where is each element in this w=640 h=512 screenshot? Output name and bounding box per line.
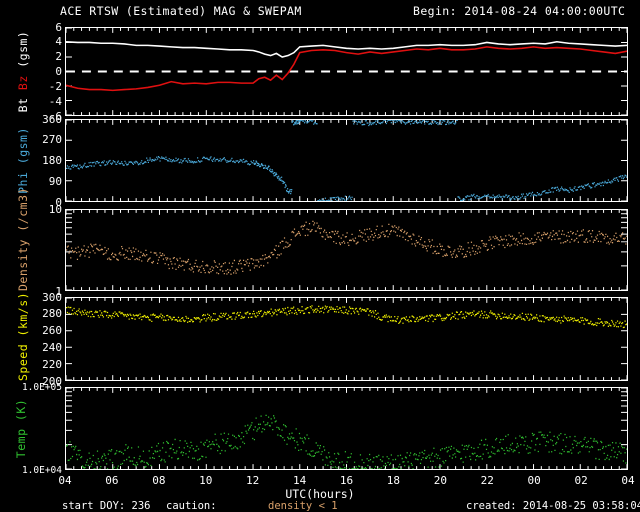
- y-tick-label: 1.0E+04: [21, 464, 62, 476]
- x-tick-label: 14: [292, 474, 307, 487]
- series-phi: [66, 120, 627, 201]
- panel-canvas-temp: [66, 388, 627, 469]
- y-axis-title-temp: Temp (K): [14, 387, 28, 470]
- panel-bt-bz: [65, 27, 628, 116]
- x-tick-label: 04: [58, 474, 72, 487]
- x-tick-label: 04: [621, 474, 635, 487]
- y-axis-tick-labels-density: 10 1: [0, 204, 62, 297]
- footer-caution-value: density < 1: [268, 500, 338, 512]
- x-tick-label: 02: [574, 474, 588, 487]
- y-axis-tick-labels-phi: 360 270 180 90 0: [0, 114, 62, 208]
- y-tick-label: 0: [55, 195, 62, 209]
- y-tick-label: 90: [48, 174, 62, 188]
- begin-timestamp: Begin: 2014-08-24 04:00:00UTC: [413, 4, 626, 18]
- plot-header: ACE RTSW (Estimated) MAG & SWEPAM Begin:…: [0, 4, 640, 20]
- axis-ticks: [66, 298, 627, 380]
- panel-density: [65, 209, 628, 291]
- y-tick-label: 260: [42, 324, 62, 338]
- y-tick-label: 270: [42, 133, 62, 147]
- footer-start-doy: start DOY: 236: [62, 500, 151, 512]
- x-tick-label: 12: [246, 474, 260, 487]
- series-temp: [66, 414, 627, 469]
- y-tick-label: 300: [42, 290, 62, 304]
- x-tick-label: 18: [386, 474, 401, 487]
- series-density: [66, 220, 627, 275]
- y-tick-label: 1: [55, 284, 62, 298]
- panel-canvas-density: [66, 210, 627, 290]
- axis-title-part: Temp (K): [14, 398, 28, 459]
- x-tick-label: 06: [105, 474, 119, 487]
- x-tick-label: 10: [199, 474, 213, 487]
- axis-ticks: [66, 210, 627, 290]
- panel-canvas-bt-bz: [66, 28, 627, 115]
- series-bt: [66, 40, 627, 58]
- y-tick-label: 280: [42, 307, 62, 321]
- x-axis-tick-labels: 04 06 08 10 12 14 16 18 20 22 00 02 04: [58, 474, 634, 488]
- axis-title-part: Density (/cm3): [16, 187, 30, 291]
- page-title: ACE RTSW (Estimated) MAG & SWEPAM: [60, 4, 302, 18]
- series-speed: [66, 305, 627, 329]
- axis-title-part: (gsm): [16, 30, 30, 68]
- x-tick-label: 16: [339, 474, 354, 487]
- y-tick-label: -6: [48, 109, 62, 123]
- y-tick-label: 2: [55, 50, 62, 64]
- y-tick-label: 0: [55, 65, 62, 78]
- y-tick-label: 10: [48, 202, 62, 216]
- y-tick-label: 220: [42, 357, 62, 371]
- axis-title-part: Phi (gsm): [16, 127, 30, 194]
- panel-speed: [65, 297, 628, 381]
- y-axis-title-speed: Speed (km/s): [16, 292, 30, 381]
- panel-temp: [65, 387, 628, 470]
- y-axis-title-bt-bz: Bt Bz (gsm): [16, 27, 30, 116]
- x-axis-title: UTC(hours): [285, 487, 355, 501]
- axis-ticks: [66, 28, 627, 115]
- axis-title-part: Speed (km/s): [16, 291, 30, 381]
- x-tick-label: 22: [480, 474, 494, 487]
- y-tick-label: 240: [42, 340, 62, 354]
- panel-phi: [65, 119, 628, 202]
- x-tick-label: 00: [527, 474, 541, 487]
- y-axis-tick-labels-speed: 300 280 260 240 220 200: [0, 292, 62, 387]
- panel-canvas-phi: [66, 120, 627, 201]
- y-tick-label: 200: [42, 374, 62, 388]
- y-axis-tick-labels-temp: 1.0E+05 1.0E+04: [0, 382, 62, 476]
- y-axis-title-density: Density (/cm3): [16, 187, 30, 291]
- y-tick-label: -4: [48, 94, 62, 108]
- y-tick-label: 4: [55, 35, 62, 49]
- x-tick-label: 08: [152, 474, 166, 487]
- x-tick-label: 20: [433, 474, 447, 487]
- y-tick-label: 6: [55, 20, 62, 34]
- series-bz: [66, 46, 627, 92]
- y-axis-tick-labels-bt-bz: 6 4 2 0 -2 -4 -6: [0, 22, 62, 122]
- footer-caution-label: caution:: [166, 500, 217, 512]
- axis-title-part: Bz: [16, 67, 30, 91]
- axis-ticks: [66, 388, 627, 469]
- axis-title-part: Bt: [16, 90, 30, 113]
- y-tick-label: 1.0E+05: [21, 381, 62, 393]
- panel-canvas-speed: [66, 298, 627, 380]
- y-tick-label: 180: [42, 154, 62, 167]
- y-tick-label: 360: [42, 112, 62, 126]
- y-tick-label: -2: [48, 79, 62, 93]
- axis-ticks: [66, 120, 627, 201]
